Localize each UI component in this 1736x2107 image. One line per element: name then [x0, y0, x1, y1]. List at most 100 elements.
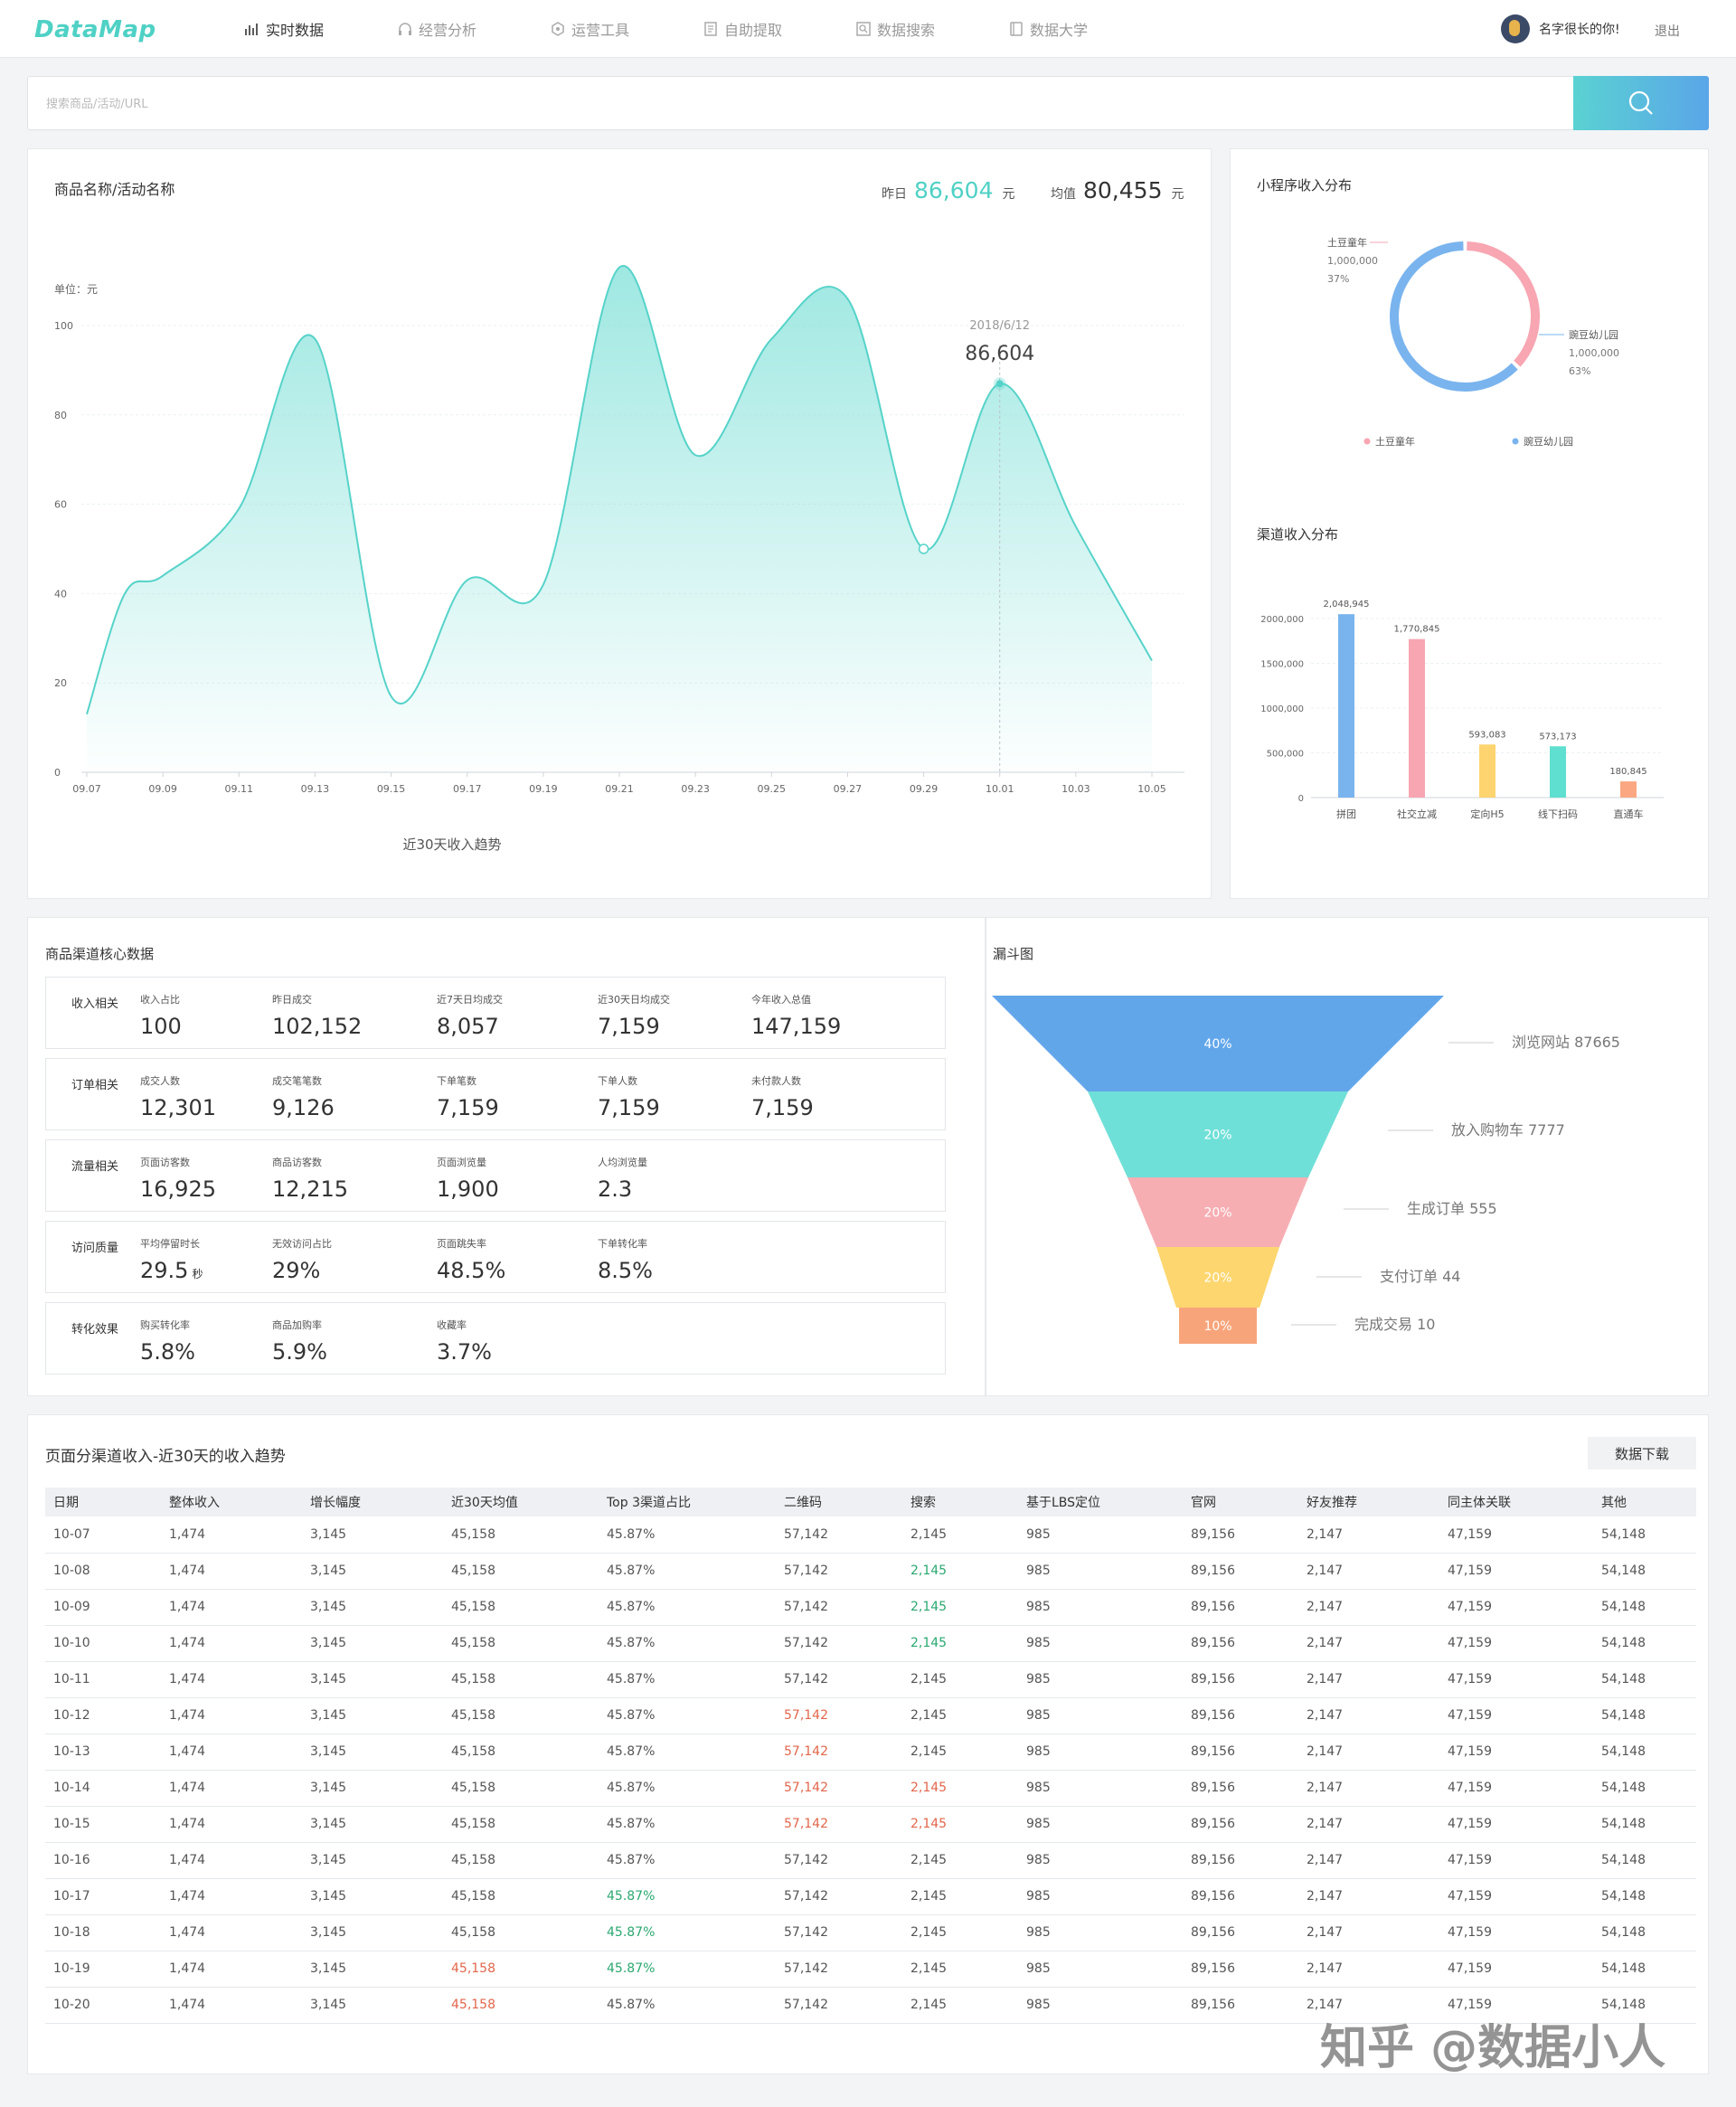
- user-name: 名字很长的你!: [1539, 23, 1620, 37]
- donut-slice[interactable]: [1467, 241, 1540, 367]
- metric-label: 下单笔数: [437, 1075, 476, 1087]
- table-row[interactable]: 10-19 1,474 3,145 45,158 45.87% 57,142 2,145 98…: [45, 1951, 1696, 1988]
- table-cell: 985: [1018, 1770, 1183, 1807]
- funnel-stage[interactable]: [1088, 1091, 1348, 1177]
- table-row[interactable]: 10-11 1,474 3,145 45,158 45.87% 57,142 2,145 98…: [45, 1661, 1696, 1698]
- metric-value: 2.3: [598, 1176, 633, 1202]
- metric-cell: 商品访客数 12,215: [272, 1155, 348, 1202]
- funnel-stage-label: 浏览网站 87665: [1512, 1034, 1620, 1051]
- bar[interactable]: [1409, 638, 1425, 798]
- nav-realtime[interactable]: 实时数据: [244, 0, 397, 58]
- table-cell: 2,147: [1298, 1553, 1439, 1590]
- y-tick-label: 20: [54, 677, 67, 689]
- table-header[interactable]: 二维码: [776, 1488, 902, 1516]
- table-row[interactable]: 10-07 1,474 3,145 45,158 45.87% 57,142 2,145 98…: [45, 1516, 1696, 1554]
- search-input[interactable]: [46, 91, 1493, 117]
- table-header[interactable]: 基于LBS定位: [1018, 1488, 1183, 1516]
- app-logo[interactable]: DataMap: [34, 16, 156, 43]
- nav-data-search[interactable]: 数据搜索: [855, 0, 1008, 58]
- table-header[interactable]: 日期: [45, 1488, 161, 1516]
- table-cell: 10-19: [45, 1951, 161, 1988]
- legend-label[interactable]: 土豆童年: [1375, 435, 1415, 448]
- bar-value-label: 180,845: [1609, 767, 1646, 777]
- table-row[interactable]: 10-12 1,474 3,145 45,158 45.87% 57,142 2,145 98…: [45, 1697, 1696, 1734]
- average-label: 均值: [1051, 187, 1076, 202]
- table-cell: 57,142: [776, 1987, 902, 2024]
- funnel-stage-percent: 10%: [1203, 1319, 1231, 1334]
- table-cell: 89,156: [1183, 1516, 1298, 1554]
- bar[interactable]: [1338, 614, 1354, 798]
- funnel-stage[interactable]: [1179, 1308, 1257, 1344]
- table-row[interactable]: 10-15 1,474 3,145 45,158 45.87% 57,142 2,145 98…: [45, 1806, 1696, 1843]
- metric-cell: 未付款人数 7,159: [751, 1073, 814, 1120]
- funnel-stage[interactable]: [992, 996, 1444, 1091]
- funnel-stage-percent: 20%: [1203, 1206, 1231, 1221]
- x-tick-label: 09.25: [758, 783, 787, 795]
- bar[interactable]: [1550, 746, 1566, 798]
- table-cell: 2,145: [902, 1589, 1018, 1626]
- table-header[interactable]: 其他: [1593, 1488, 1696, 1516]
- table-header[interactable]: 同主体关联: [1439, 1488, 1593, 1516]
- table-row[interactable]: 10-10 1,474 3,145 45,158 45.87% 57,142 2,145 98…: [45, 1625, 1696, 1662]
- table-cell: 3,145: [302, 1661, 443, 1698]
- table-cell: 2,145: [902, 1987, 1018, 2024]
- funnel-stage[interactable]: [1156, 1247, 1279, 1308]
- logout-link[interactable]: 退出: [1655, 24, 1680, 39]
- table-cell: 57,142: [776, 1661, 902, 1698]
- table-row[interactable]: 10-08 1,474 3,145 45,158 45.87% 57,142 2,145 98…: [45, 1553, 1696, 1590]
- funnel-stage[interactable]: [1127, 1177, 1308, 1247]
- x-tick-label: 09.15: [377, 783, 406, 795]
- bar[interactable]: [1479, 744, 1495, 798]
- table-header[interactable]: 近30天均值: [443, 1488, 599, 1516]
- table-cell: 45.87%: [599, 1553, 776, 1590]
- nav-self-extract[interactable]: 自助提取: [703, 0, 855, 58]
- table-cell: 3,145: [302, 1914, 443, 1951]
- table-header[interactable]: 官网: [1183, 1488, 1298, 1516]
- bar[interactable]: [1620, 781, 1637, 798]
- highlight-point[interactable]: [995, 380, 1004, 388]
- table-cell: 2,145: [902, 1661, 1018, 1698]
- table-row[interactable]: 10-14 1,474 3,145 45,158 45.87% 57,142 2,145 98…: [45, 1770, 1696, 1807]
- download-button[interactable]: 数据下载: [1588, 1437, 1696, 1469]
- table-row[interactable]: 10-20 1,474 3,145 45,158 45.87% 57,142 2,145 98…: [45, 1987, 1696, 2024]
- nav-business-analysis[interactable]: 经营分析: [397, 0, 550, 58]
- table-cell: 2,147: [1298, 1589, 1439, 1626]
- table-row[interactable]: 10-17 1,474 3,145 45,158 45.87% 57,142 2,145 98…: [45, 1878, 1696, 1915]
- user-menu[interactable]: 名字很长的你!: [1501, 14, 1620, 43]
- x-tick-label: 09.09: [148, 783, 177, 795]
- legend-label[interactable]: 豌豆幼儿园: [1524, 435, 1573, 448]
- slice-percent: 63%: [1569, 365, 1590, 377]
- table-cell: 2,147: [1298, 1842, 1439, 1879]
- table-header[interactable]: 好友推荐: [1298, 1488, 1439, 1516]
- yesterday-label: 昨日: [882, 187, 907, 202]
- metric-cell: 下单人数 7,159: [598, 1073, 660, 1120]
- metric-label: 昨日成交: [272, 994, 312, 1006]
- table-cell: 89,156: [1183, 1770, 1298, 1807]
- nav-ops-tools[interactable]: 运营工具: [550, 0, 703, 58]
- table-row[interactable]: 10-09 1,474 3,145 45,158 45.87% 57,142 2,145 98…: [45, 1589, 1696, 1626]
- table-cell: 10-20: [45, 1987, 161, 2024]
- table-cell: 47,159: [1439, 1842, 1593, 1879]
- table-header[interactable]: 增长幅度: [302, 1488, 443, 1516]
- metric-cell: 收藏率 3.7%: [437, 1318, 492, 1365]
- table-cell: 985: [1018, 1806, 1183, 1843]
- table-row[interactable]: 10-13 1,474 3,145 45,158 45.87% 57,142 2,145 98…: [45, 1734, 1696, 1771]
- table-cell: 54,148: [1593, 1625, 1696, 1662]
- table-header[interactable]: Top 3渠道占比: [599, 1488, 776, 1516]
- table-cell: 89,156: [1183, 1987, 1298, 2024]
- table-header[interactable]: 整体收入: [161, 1488, 302, 1516]
- table-row[interactable]: 10-18 1,474 3,145 45,158 45.87% 57,142 2,145 98…: [45, 1914, 1696, 1951]
- nav-data-university[interactable]: 数据大学: [1008, 0, 1161, 58]
- table-cell: 47,159: [1439, 1914, 1593, 1951]
- table-header[interactable]: 搜索: [902, 1488, 1018, 1516]
- table-row[interactable]: 10-16 1,474 3,145 45,158 45.87% 57,142 2,145 98…: [45, 1842, 1696, 1879]
- donut-slice[interactable]: [1390, 241, 1518, 392]
- avatar[interactable]: [1501, 14, 1530, 43]
- metric-label: 商品访客数: [272, 1157, 322, 1168]
- search-button[interactable]: [1573, 76, 1709, 130]
- table-cell: 54,148: [1593, 1951, 1696, 1988]
- table-cell: 45.87%: [599, 1697, 776, 1734]
- metric-value: 3.7%: [437, 1339, 492, 1365]
- data-point[interactable]: [918, 543, 929, 554]
- y-tick-label: 0: [54, 767, 61, 779]
